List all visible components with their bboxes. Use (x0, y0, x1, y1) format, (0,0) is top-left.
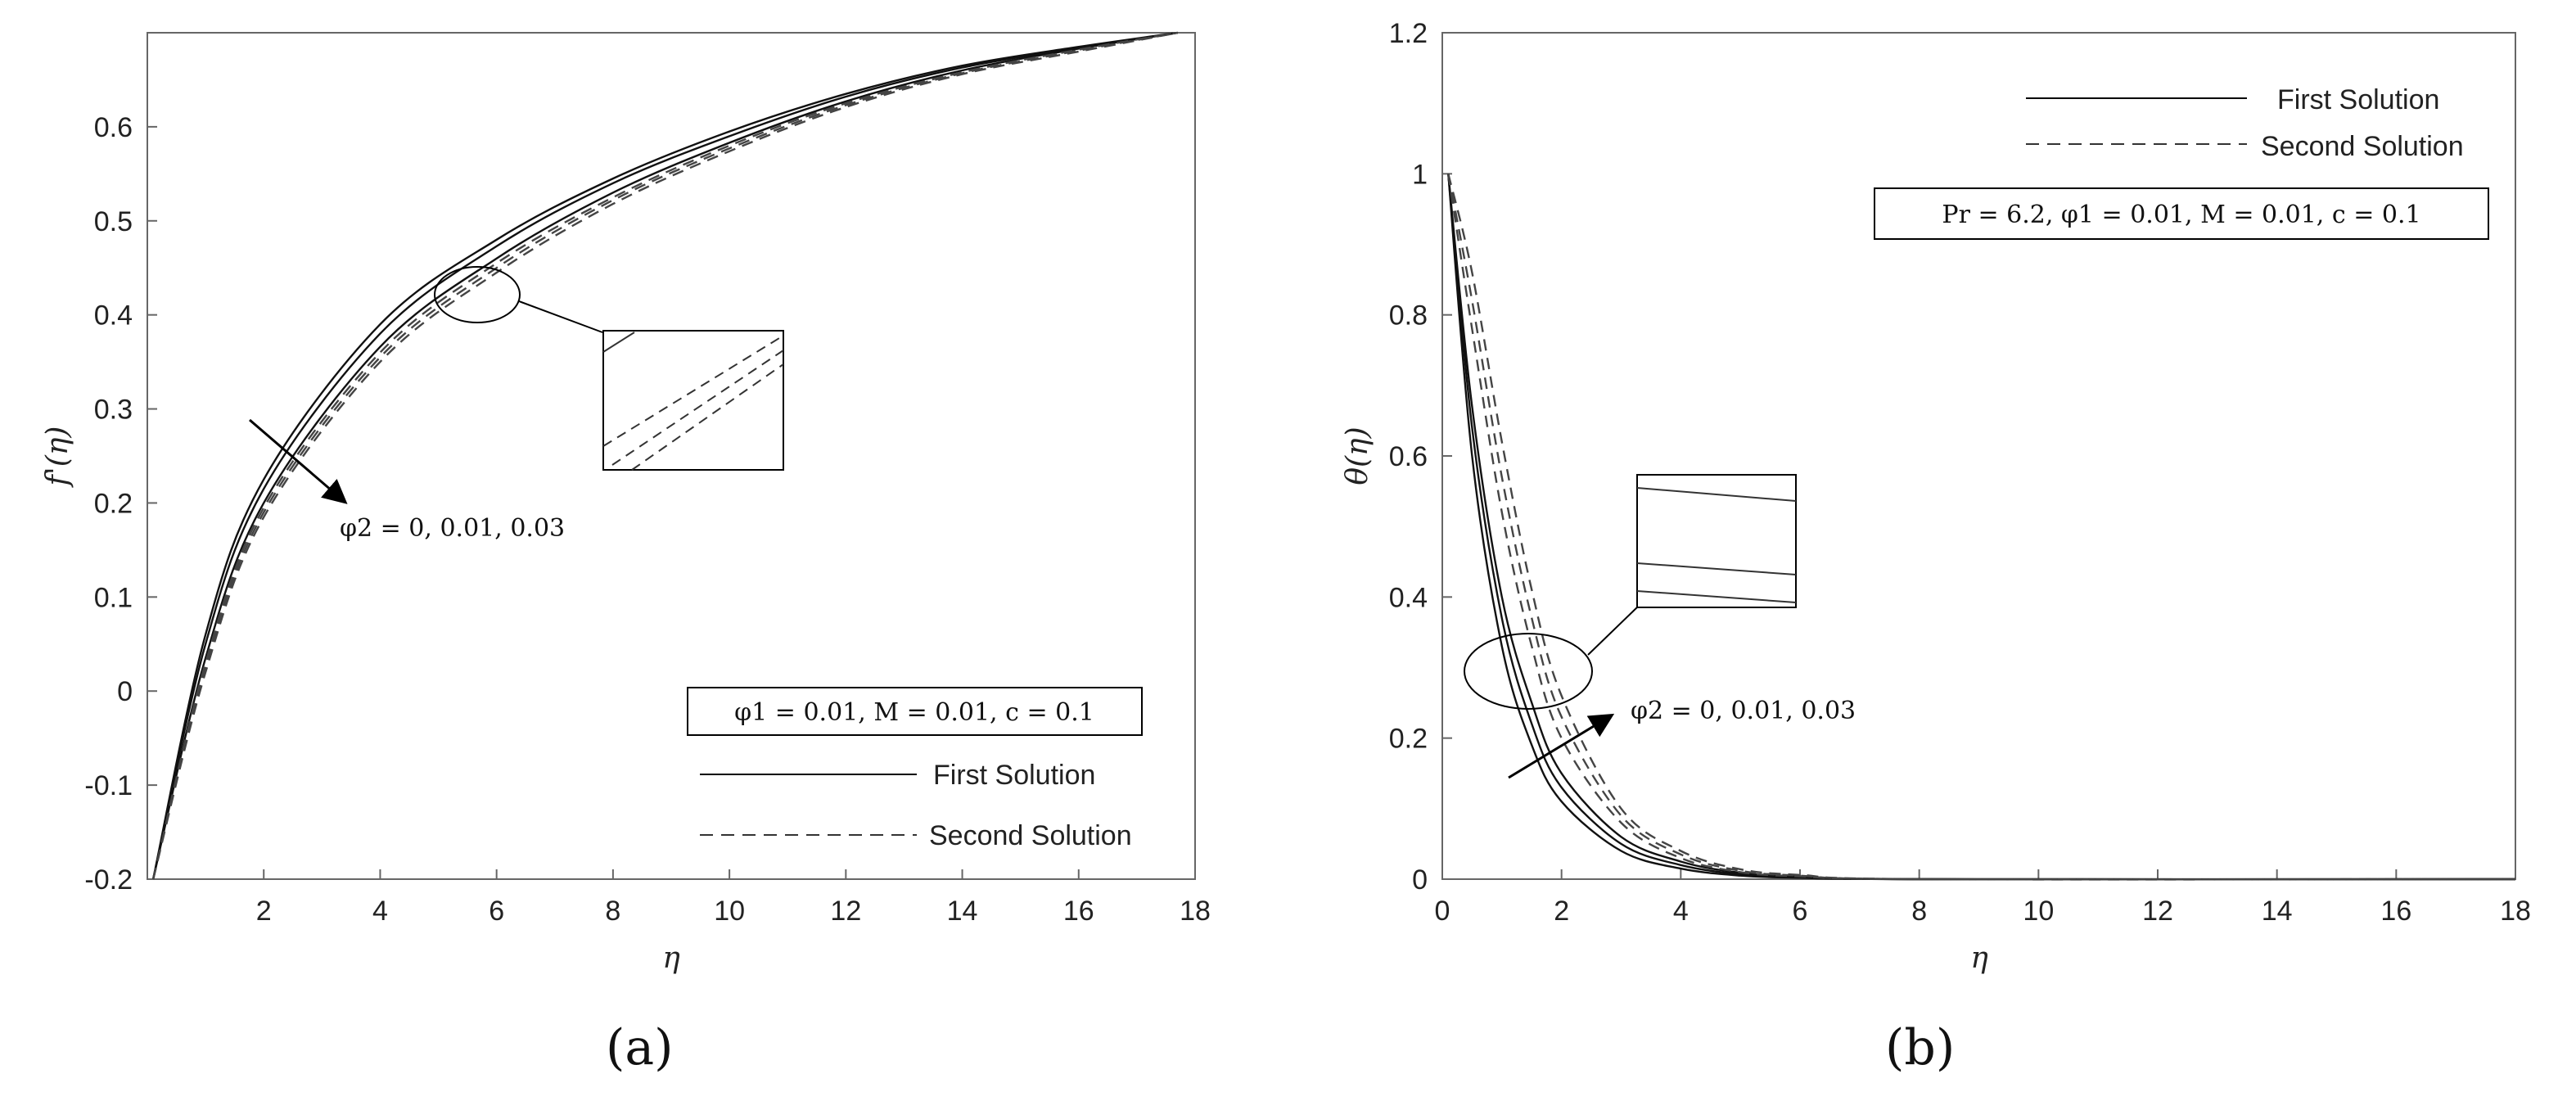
series-line-second-solution (1447, 174, 2516, 881)
x-tick-label: 10 (2023, 896, 2054, 927)
x-tick-label: 18 (1180, 896, 1211, 927)
series-line-first-solution (151, 31, 1178, 880)
legend-label-first: First Solution (933, 760, 1095, 791)
y-tick-label: 1.2 (1389, 18, 1428, 49)
x-axis-label: η (1970, 941, 1988, 975)
x-tick-label: 0 (1435, 896, 1450, 927)
y-tick-label: 0.6 (1389, 441, 1428, 472)
zoom-inset-box (602, 330, 784, 471)
panel-caption-a: (a) (606, 1019, 674, 1076)
y-axis-ticks: -0.2 -0.1 0 0.1 0.2 0.3 0.4 0.5 0.6 (84, 112, 157, 896)
y-tick-label: 0 (117, 676, 133, 707)
series-line-first-solution (151, 31, 1178, 880)
y-tick-label: 0.8 (1389, 300, 1428, 332)
x-axis-ticks: 0 2 4 6 8 10 12 14 16 18 (1435, 869, 2531, 927)
plot-area-frame (147, 32, 1196, 880)
series-line-first-solution (1447, 174, 2516, 881)
zoom-inset-lines (1636, 487, 1797, 603)
series-line-first-solution (151, 31, 1178, 880)
x-tick-label: 16 (1063, 896, 1094, 927)
parameter-box-text: φ1 = 0.01, M = 0.01, c = 0.1 (734, 698, 1094, 727)
x-tick-label: 12 (2142, 896, 2173, 927)
y-tick-label: 0.4 (94, 300, 133, 332)
zoom-inset-lines (602, 332, 784, 471)
x-tick-label: 8 (1911, 896, 1927, 927)
panel-caption-b: (b) (1885, 1019, 1955, 1076)
y-tick-label: 0.2 (1389, 724, 1428, 755)
x-tick-label: 8 (605, 896, 620, 927)
parameter-box-text: Pr = 6.2, φ1 = 0.01, M = 0.01, c = 0.1 (1942, 201, 2420, 229)
legend: First Solution Second Solution (2026, 84, 2464, 162)
chart-panel-a: 2 4 6 8 10 12 14 16 18 -0.2 -0.1 0 0.1 0.2 0.3 0.4 0.5 0… (41, 31, 1211, 1076)
x-tick-label: 10 (714, 896, 745, 927)
x-tick-label: 18 (2500, 896, 2531, 927)
arrow-annotation: φ2 = 0, 0.01, 0.03 (340, 514, 565, 543)
y-axis-ticks: 0 0.2 0.4 0.6 0.8 1 1.2 (1389, 18, 1452, 896)
series-group (1447, 174, 2516, 881)
series-line-second-solution (151, 31, 1178, 880)
parameter-box-frame (1874, 187, 2489, 240)
legend-label-second: Second Solution (929, 820, 1132, 851)
x-tick-label: 2 (1554, 896, 1569, 927)
y-tick-label: 0.2 (94, 488, 133, 519)
series-line-first-solution (1447, 174, 2516, 881)
x-tick-label: 4 (1673, 896, 1689, 927)
zoom-ellipse (434, 266, 521, 323)
x-axis-label: η (662, 941, 680, 975)
zoom-inset-box (1636, 474, 1797, 608)
x-tick-label: 2 (256, 896, 272, 927)
x-axis-ticks: 2 4 6 8 10 12 14 16 18 (256, 869, 1211, 927)
y-tick-label: 0.6 (94, 112, 133, 143)
chart-panel-b: 0 2 4 6 8 10 12 14 16 18 0 0.2 0.4 0.6 0.8 1 1.2 θ(η) η… (1341, 18, 2531, 1076)
series-group (151, 31, 1178, 880)
y-tick-label: 1 (1412, 159, 1428, 190)
y-tick-label: -0.1 (84, 770, 133, 801)
legend-label-first: First Solution (2277, 84, 2439, 115)
x-tick-label: 6 (489, 896, 504, 927)
y-tick-label: 0.3 (94, 395, 133, 426)
series-line-second-solution (1447, 174, 2516, 881)
parameter-arrow (249, 418, 348, 504)
arrow-annotation: φ2 = 0, 0.01, 0.03 (1631, 697, 1856, 725)
x-tick-label: 4 (372, 896, 388, 927)
series-line-second-solution (1447, 174, 2516, 881)
zoom-ellipse (1464, 633, 1593, 710)
y-tick-label: 0.5 (94, 206, 133, 237)
series-line-first-solution (1447, 174, 2516, 881)
legend-label-second: Second Solution (2261, 131, 2464, 162)
y-axis-label: f'(η) (41, 426, 74, 489)
parameter-arrow (1508, 713, 1615, 779)
zoom-connector (1587, 605, 1640, 656)
y-tick-label: -0.2 (84, 864, 133, 896)
y-tick-label: 0.1 (94, 582, 133, 613)
x-tick-label: 14 (947, 896, 978, 927)
x-tick-label: 6 (1793, 896, 1808, 927)
x-tick-label: 16 (2380, 896, 2411, 927)
y-tick-label: 0.4 (1389, 582, 1428, 613)
y-tick-label: 0 (1412, 864, 1428, 896)
parameter-box-frame (687, 687, 1143, 736)
x-tick-label: 14 (2262, 896, 2293, 927)
y-axis-label: θ(η) (1341, 426, 1374, 485)
legend: First Solution Second Solution (700, 760, 1132, 851)
zoom-connector (518, 300, 603, 333)
x-tick-label: 12 (830, 896, 861, 927)
